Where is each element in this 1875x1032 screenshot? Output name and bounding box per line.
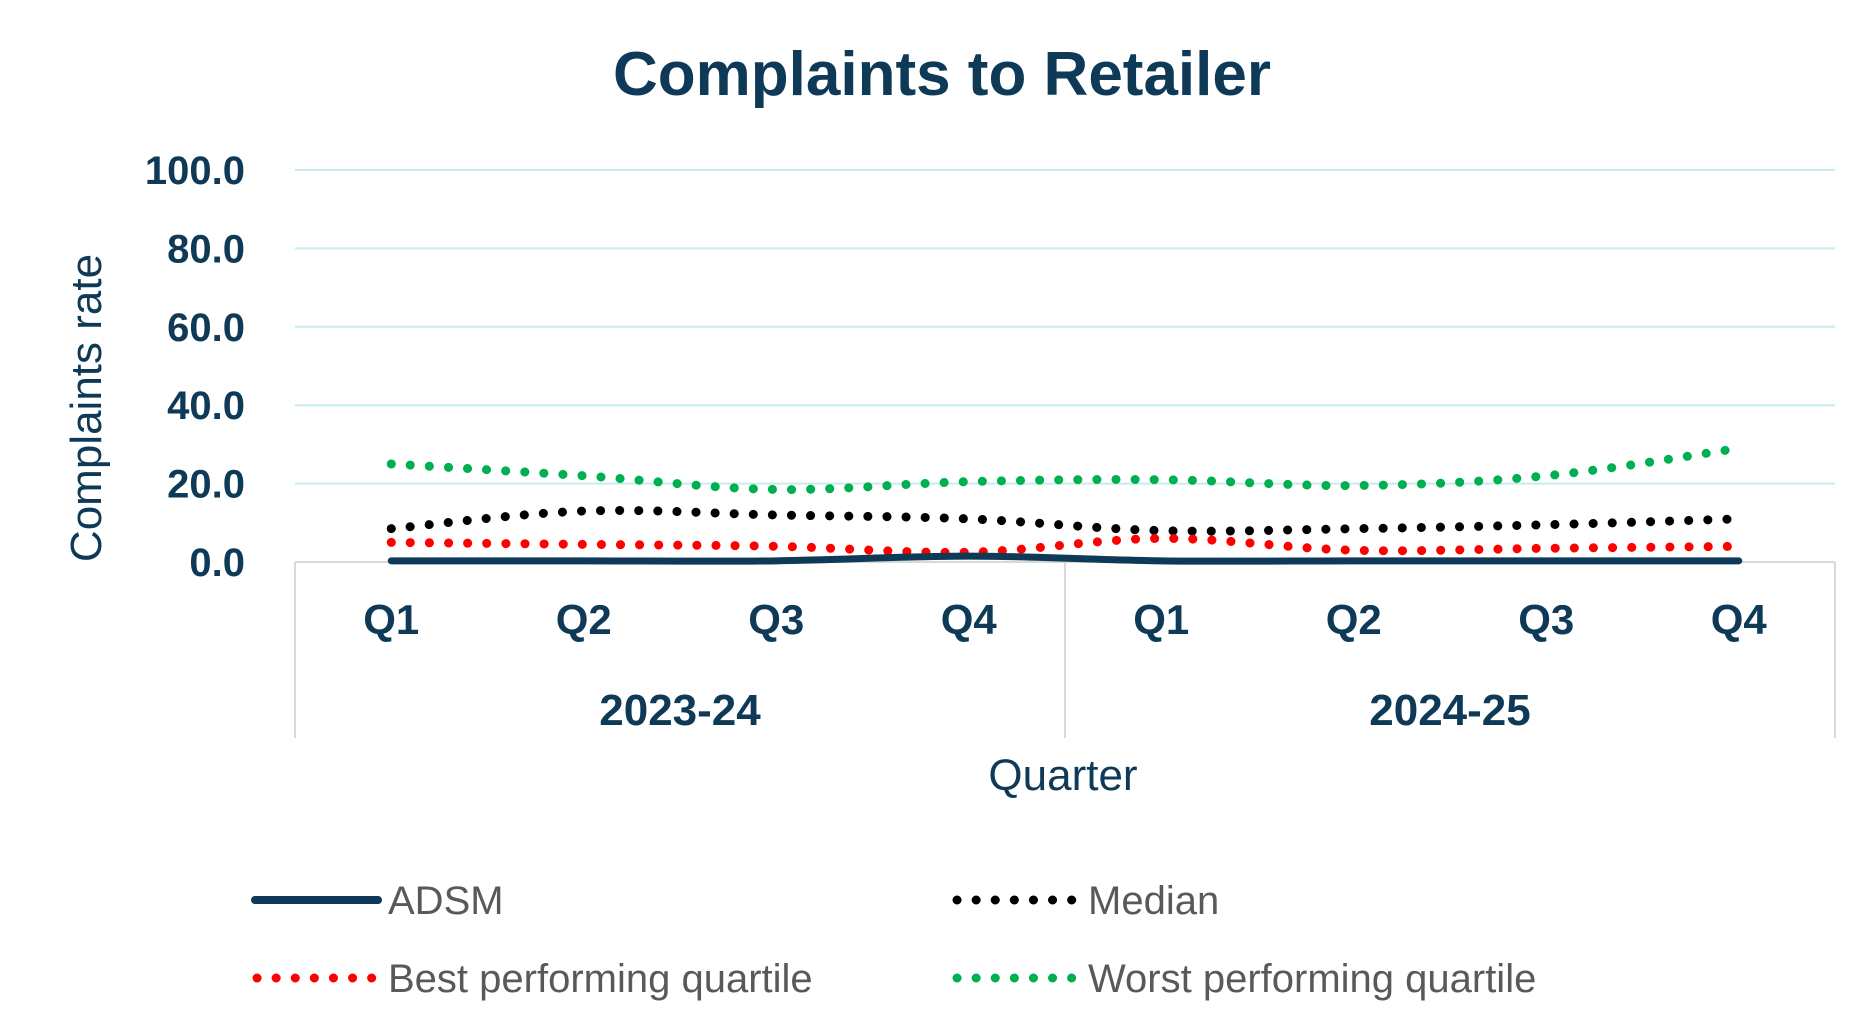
x-tick-label: Q2 [1326,596,1382,643]
x-axis-ticks: Q1 Q2 Q3 Q4 Q1 Q2 Q3 Q4 [363,596,1767,643]
legend-label: Median [1088,879,1219,923]
series-line-best-performing-quartile [386,533,1744,557]
y-tick-label: 60.0 [167,306,245,350]
x-tick-label: Q4 [1711,596,1768,643]
chart-title: Complaints to Retailer [613,40,1271,109]
x-tick-label: Q1 [1133,596,1189,643]
y-axis-label: Complaints rate [62,254,111,562]
x-tick-label: Q1 [363,596,419,643]
y-tick-label: 20.0 [167,463,245,507]
series-lines [386,443,1744,565]
y-tick-label: 0.0 [189,541,245,585]
legend-label: ADSM [388,879,504,923]
legend-label: Worst performing quartile [1088,957,1536,1001]
x-tick-label: Q2 [556,596,612,643]
x-axis-label: Quarter [988,751,1137,800]
y-axis-ticks: 0.0 20.0 40.0 60.0 80.0 100.0 [145,149,245,585]
x-axis-groups: 2023-24 2024-25 [599,686,1530,735]
y-tick-label: 40.0 [167,384,245,428]
x-group-label: 2024-25 [1369,686,1530,735]
axes [294,561,1836,738]
y-tick-label: 100.0 [145,149,245,193]
gridlines [295,169,1835,485]
legend: ADSM Median Best performing quartile Worst … [251,879,1536,1001]
x-tick-label: Q3 [1518,596,1574,643]
y-tick-label: 80.0 [167,227,245,271]
x-group-label: 2023-24 [599,686,761,735]
x-tick-label: Q3 [748,596,804,643]
x-tick-label: Q4 [941,596,998,643]
legend-label: Best performing quartile [388,957,813,1001]
series-line-adsm [387,552,1743,565]
series-line-median [386,505,1744,536]
